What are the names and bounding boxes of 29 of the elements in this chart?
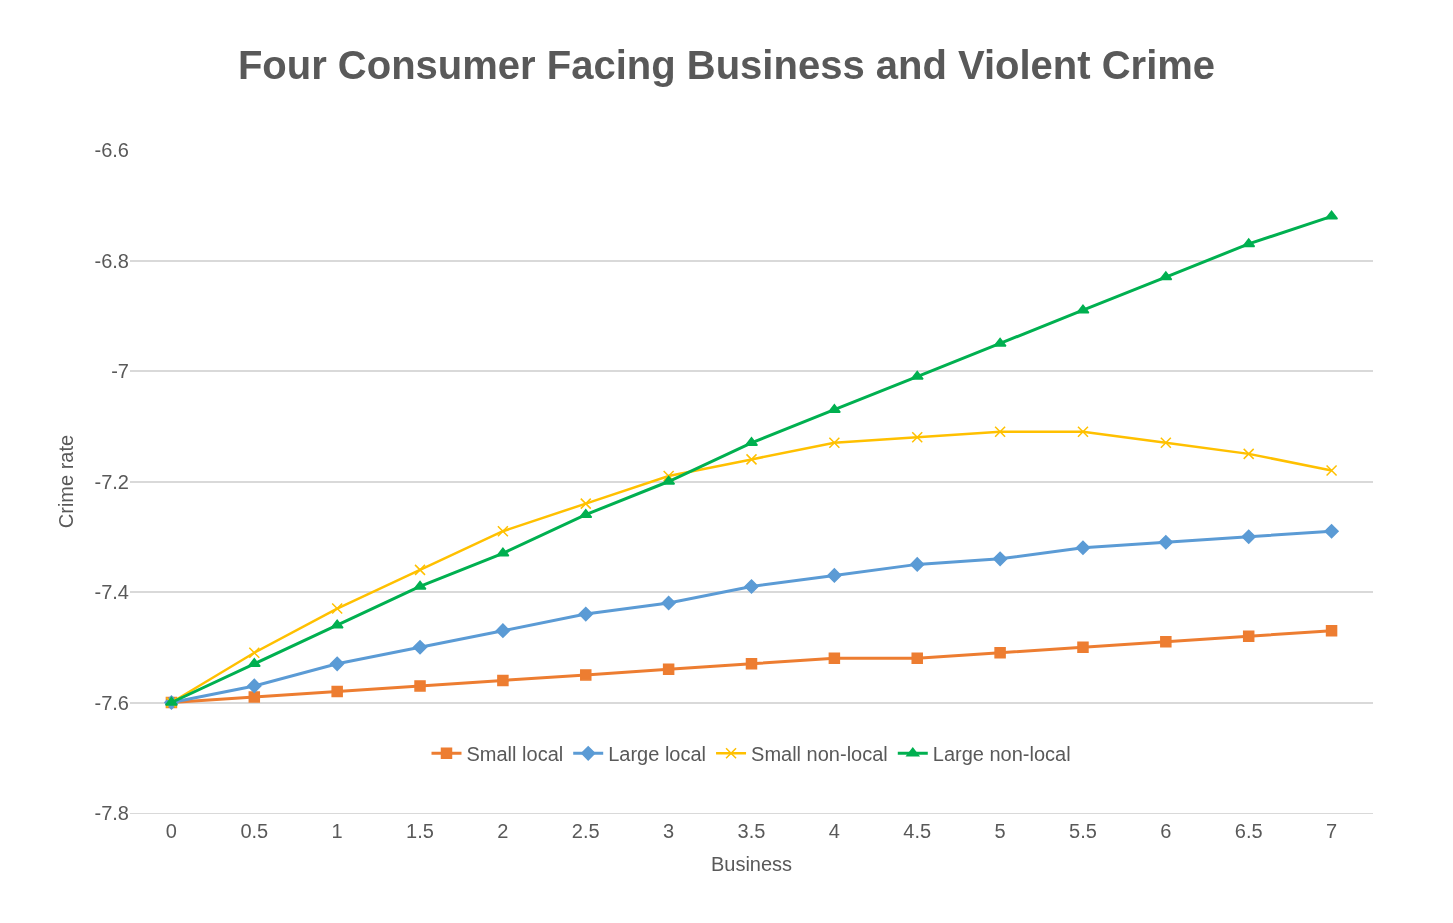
y-tick-label: -7.8: [94, 802, 129, 824]
legend-label: Small non-local: [751, 743, 888, 766]
x-tick-label: 1: [331, 820, 343, 842]
x-tick-label: 0.5: [240, 820, 269, 842]
x-tick-label: 3.5: [737, 820, 766, 842]
y-axis-title: Crime rate: [55, 434, 78, 529]
y-tick-label: -6.6: [94, 139, 129, 161]
y-tick-label: -7.4: [94, 581, 129, 603]
y-tick-label: -6.8: [94, 249, 129, 272]
x-tick-label: 4: [828, 820, 840, 842]
x-tick-label: 6: [1160, 820, 1172, 842]
y-tick-label: -7: [111, 360, 129, 382]
x-tick-label: 4.5: [903, 820, 932, 842]
legend-label: Large local: [608, 743, 707, 766]
x-tick-label: 2: [497, 820, 509, 842]
x-tick-label: 6.5: [1234, 820, 1263, 842]
x-tick-label: 0: [165, 820, 177, 842]
chart-title: Four Consumer Facing Business and Violent Crime: [237, 42, 1216, 87]
x-axis-title: Business: [710, 852, 793, 875]
y-tick-label: -7.6: [94, 691, 129, 714]
legend-label: Large non-local: [932, 743, 1071, 766]
x-tick-label: 7: [1326, 820, 1338, 842]
x-tick-label: 5.5: [1069, 820, 1097, 842]
y-tick-label: -7.2: [94, 470, 129, 493]
x-tick-label: 1.5: [406, 820, 434, 842]
legend-label: Small local: [466, 743, 564, 766]
x-tick-label: 2.5: [571, 820, 600, 842]
x-tick-label: 5: [994, 820, 1006, 842]
x-tick-label: 3: [663, 820, 675, 842]
